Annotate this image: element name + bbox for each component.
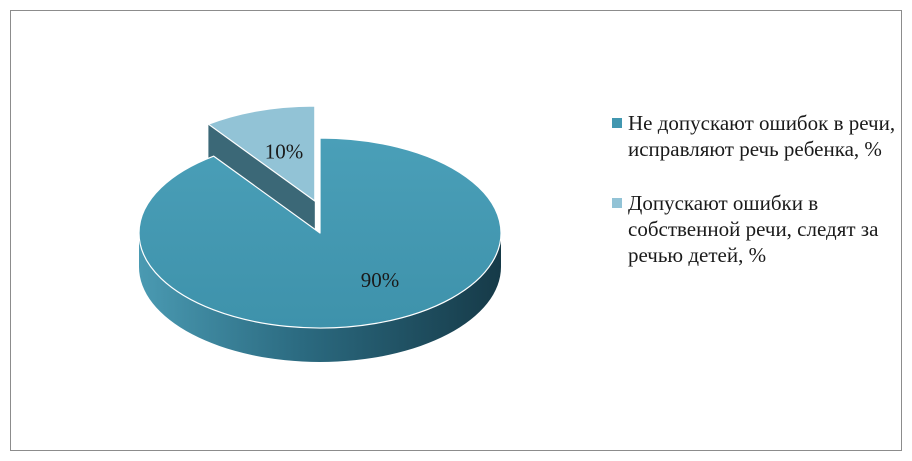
- legend-item-0: Не допускают ошибок в речи, исправляют р…: [610, 110, 900, 162]
- legend-swatch-1: [612, 198, 622, 208]
- pie-slice-side-1: [208, 124, 315, 236]
- legend-swatch-0: [612, 118, 622, 128]
- legend-item-1: Допускают ошибки в собственной речи, сле…: [610, 190, 900, 268]
- legend-label-1: Допускают ошибки в собственной речи, сле…: [628, 191, 879, 267]
- legend-label-0: Не допускают ошибок в речи, исправляют р…: [628, 111, 896, 161]
- pie-slice-0: [138, 137, 502, 329]
- pie-slice-1: [207, 105, 316, 202]
- legend: Не допускают ошибок в речи, исправляют р…: [610, 110, 900, 268]
- pie-layer: [138, 105, 502, 362]
- data-label-0: 90%: [361, 268, 400, 292]
- data-label-1: 10%: [265, 139, 304, 163]
- pie-slice-face-start-1: [208, 124, 315, 236]
- data-label-layer: 90% 10%: [265, 139, 399, 292]
- pie-slice-wall-0: [139, 233, 501, 362]
